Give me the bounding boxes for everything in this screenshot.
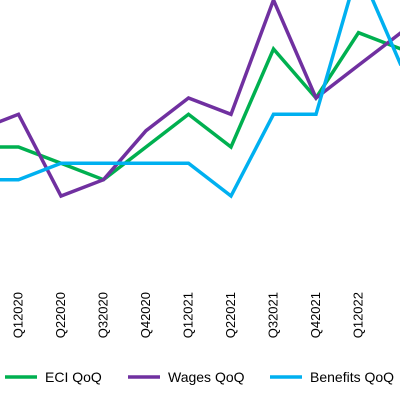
x-tick-label: Q12021 [181,292,196,338]
x-tick-label: Q12022 [351,292,366,338]
x-tick-label: Q42021 [308,292,323,338]
x-tick-label: Q22020 [53,292,68,338]
x-tick-label: Q12020 [11,292,26,338]
series-line-2 [0,0,400,199]
legend-label-0: ECI QoQ [45,369,102,385]
series-lines [0,0,400,199]
x-tick-label: Q32021 [266,292,281,338]
legend-label-2: Benefits QoQ [310,369,394,385]
x-tick-label: Q32020 [96,292,111,338]
x-tick-label: Q22021 [223,292,238,338]
x-tick-label: Q42020 [138,292,153,338]
legend: ECI QoQ Wages QoQ Benefits QoQ [5,369,394,385]
legend-label-1: Wages QoQ [168,369,245,385]
series-line-0 [0,30,400,182]
x-axis-tick-labels: Q12020 Q22020 Q32020 Q42020 Q12021 Q22021 Q320… [11,292,366,338]
